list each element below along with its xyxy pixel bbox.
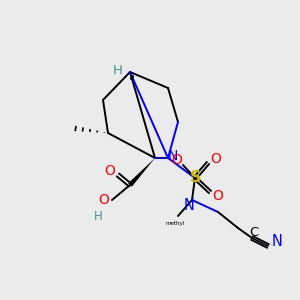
- Text: O: O: [99, 193, 110, 207]
- Polygon shape: [128, 158, 155, 187]
- Text: O: O: [211, 152, 221, 166]
- Text: C: C: [249, 226, 259, 238]
- Text: H: H: [113, 64, 123, 76]
- Text: O: O: [213, 189, 224, 203]
- Text: H: H: [94, 211, 102, 224]
- Text: N: N: [272, 235, 282, 250]
- Text: methyl: methyl: [165, 220, 184, 226]
- Text: O: O: [172, 153, 182, 167]
- Text: N: N: [168, 149, 178, 163]
- Text: N: N: [184, 197, 194, 212]
- Text: O: O: [105, 164, 116, 178]
- Text: S: S: [190, 170, 202, 185]
